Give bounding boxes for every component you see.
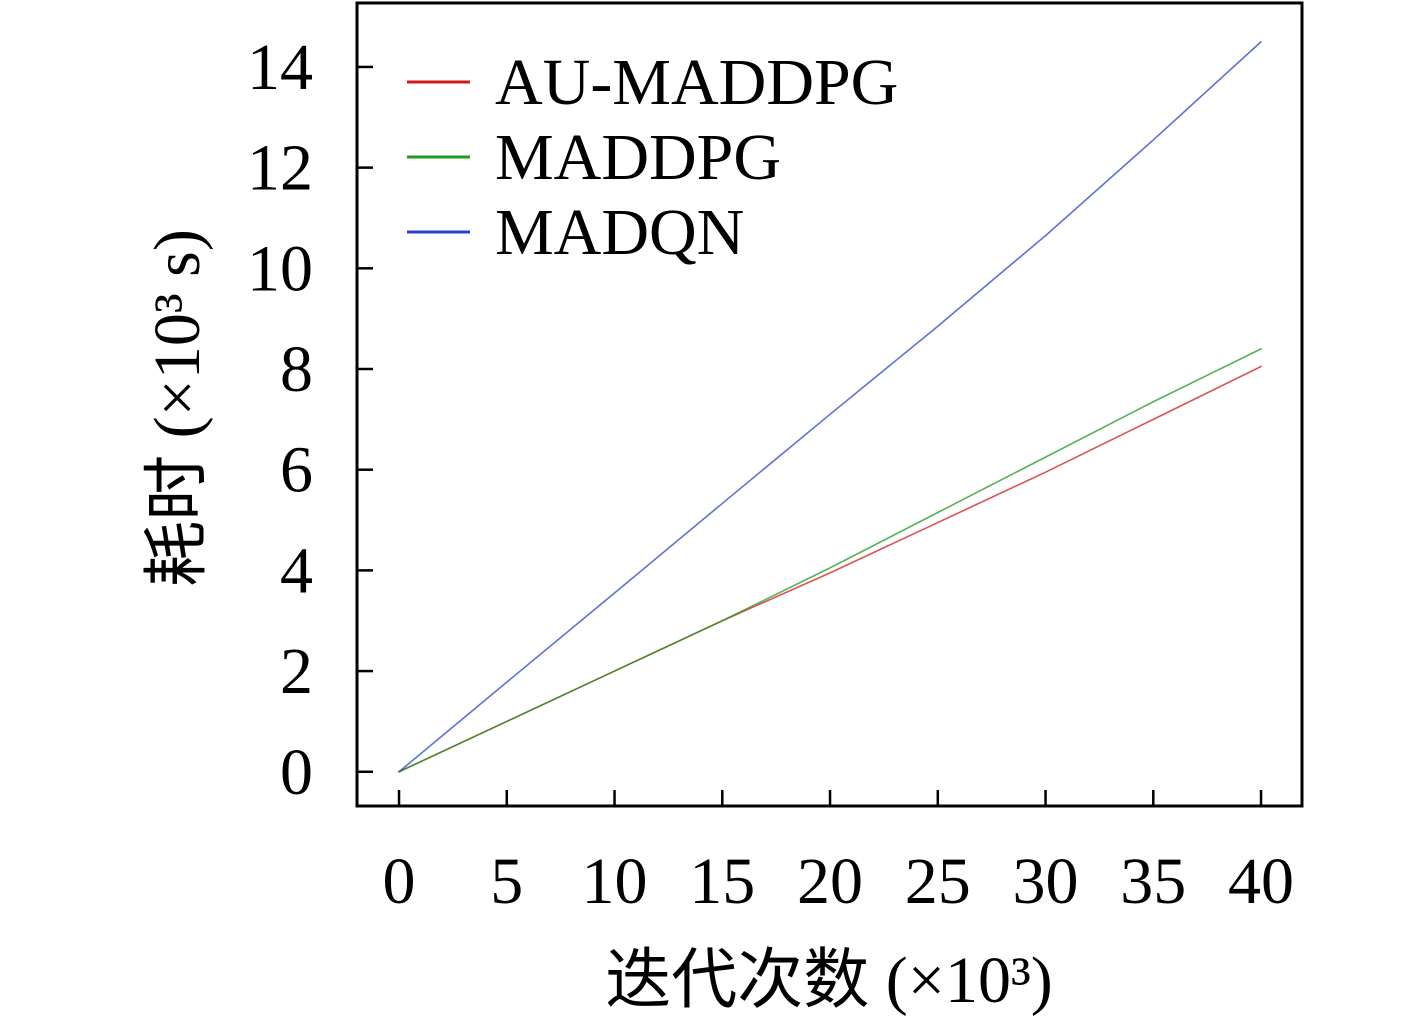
legend-label-maddpg: MADDPG: [495, 121, 781, 194]
y-tick-label: 2: [280, 635, 313, 708]
y-tick-label: 12: [247, 132, 313, 205]
x-axis: 0 5 10 15 20 25 30 35 40: [383, 790, 1294, 918]
x-tick-label: 20: [797, 845, 863, 918]
legend-label-madqn: MADQN: [495, 196, 744, 269]
legend-item-au-maddpg: AU-MADDPG: [407, 46, 898, 119]
x-tick-label: 10: [582, 845, 648, 918]
legend-item-madqn: MADQN: [407, 196, 744, 269]
y-axis-label: 耗时 (×10³ s): [141, 229, 214, 587]
plot-series: [398, 40, 1262, 773]
y-tick-label: 14: [247, 31, 313, 104]
y-tick-label: 4: [280, 534, 313, 607]
y-tick-label: 8: [280, 333, 313, 406]
series-line-maddpg: [398, 348, 1262, 773]
series-line-madqn: [398, 40, 1262, 773]
x-tick-label: 35: [1120, 845, 1186, 918]
x-tick-label: 0: [383, 845, 416, 918]
y-tick-label: 0: [280, 736, 313, 809]
x-axis-label: 迭代次数 (×10³): [605, 944, 1052, 1017]
x-tick-label: 30: [1013, 845, 1079, 918]
x-tick-label: 5: [490, 845, 523, 918]
x-tick-label: 25: [905, 845, 971, 918]
x-tick-label: 15: [689, 845, 755, 918]
y-axis: 0 2 4 6 8 10 12 14: [247, 31, 373, 809]
legend-item-maddpg: MADDPG: [407, 121, 781, 194]
y-tick-label: 10: [247, 232, 313, 305]
y-tick-label: 6: [280, 434, 313, 507]
x-tick-label: 40: [1228, 845, 1294, 918]
legend-label-au-maddpg: AU-MADDPG: [495, 46, 898, 119]
legend: AU-MADDPG MADDPG MADQN: [407, 46, 898, 269]
